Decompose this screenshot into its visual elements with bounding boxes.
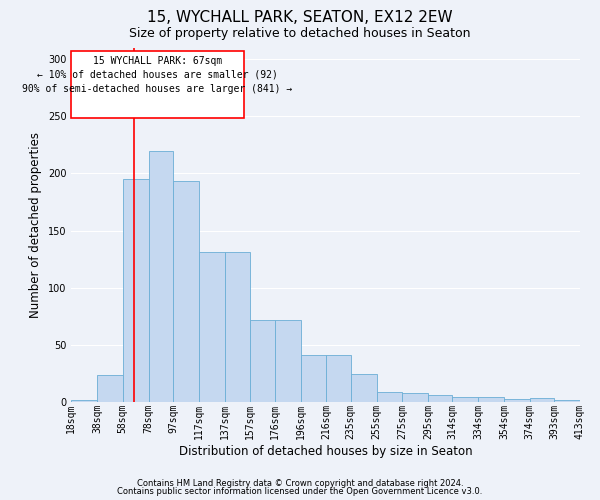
Text: Size of property relative to detached houses in Seaton: Size of property relative to detached ho… (129, 28, 471, 40)
Bar (478, 396, 504, 402)
Bar (224, 252, 250, 402)
Bar (250, 320, 275, 402)
Text: ← 10% of detached houses are smaller (92): ← 10% of detached houses are smaller (92… (37, 69, 278, 79)
Bar (402, 393, 428, 402)
Bar (504, 399, 530, 402)
Bar (199, 252, 224, 402)
Text: 15 WYCHALL PARK: 67sqm: 15 WYCHALL PARK: 67sqm (93, 56, 222, 66)
Bar (554, 400, 580, 402)
Bar (530, 398, 554, 402)
Bar (71, 400, 97, 402)
Bar (149, 150, 173, 402)
Bar (173, 182, 199, 402)
Text: 15, WYCHALL PARK, SEATON, EX12 2EW: 15, WYCHALL PARK, SEATON, EX12 2EW (147, 10, 453, 25)
Bar (452, 396, 478, 402)
FancyBboxPatch shape (71, 51, 244, 118)
Text: Contains public sector information licensed under the Open Government Licence v3: Contains public sector information licen… (118, 487, 482, 496)
Text: 90% of semi-detached houses are larger (841) →: 90% of semi-detached houses are larger (… (22, 84, 293, 94)
Bar (123, 179, 149, 402)
Bar (301, 356, 326, 403)
Text: Contains HM Land Registry data © Crown copyright and database right 2024.: Contains HM Land Registry data © Crown c… (137, 478, 463, 488)
X-axis label: Distribution of detached houses by size in Seaton: Distribution of detached houses by size … (179, 444, 472, 458)
Y-axis label: Number of detached properties: Number of detached properties (29, 132, 42, 318)
Bar (326, 356, 351, 403)
Bar (428, 396, 452, 402)
Bar (275, 320, 301, 402)
Bar (351, 374, 377, 402)
Bar (97, 375, 123, 402)
Bar (377, 392, 402, 402)
